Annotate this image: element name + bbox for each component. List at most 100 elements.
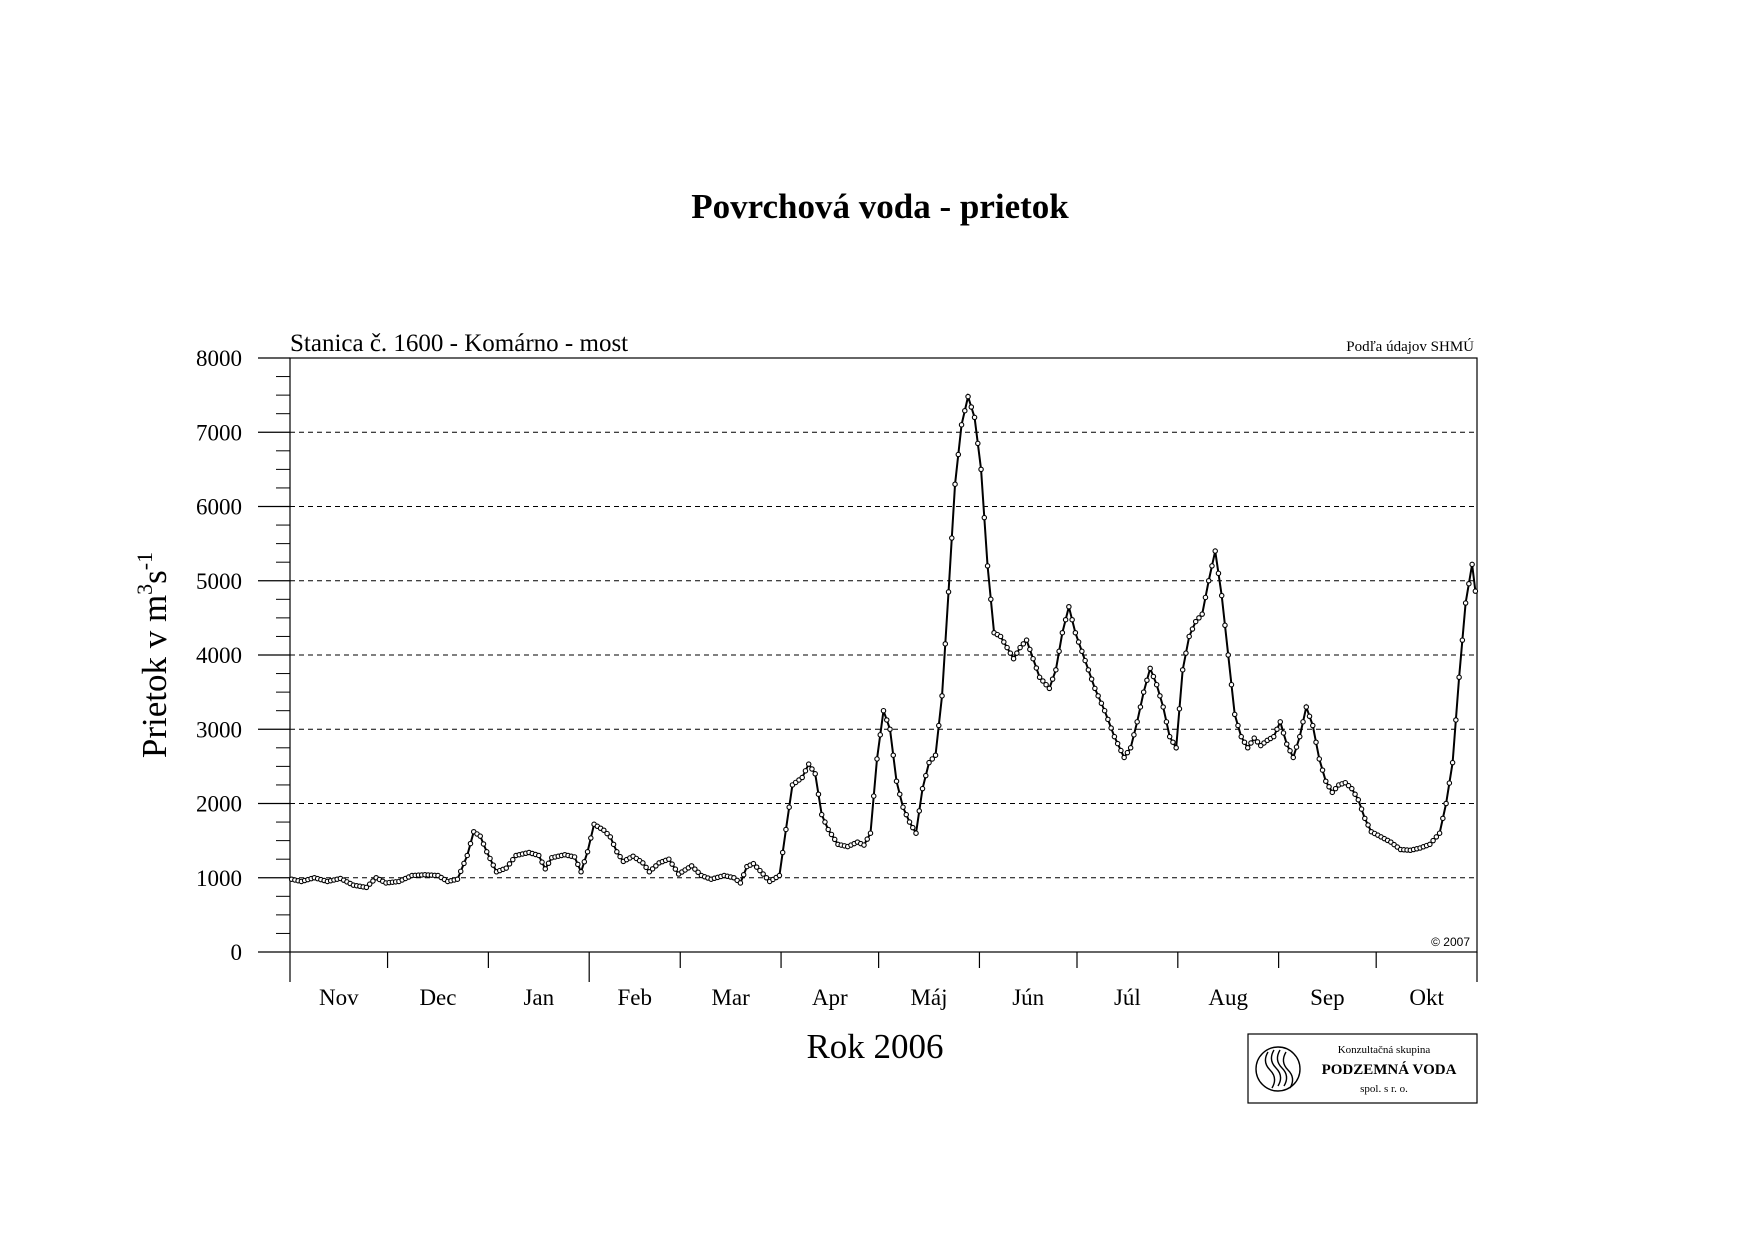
data-point: [1144, 677, 1150, 683]
x-tick-label: Aug: [1208, 985, 1248, 1010]
data-point: [1166, 733, 1173, 740]
data-point: [926, 759, 932, 766]
data-point: [457, 868, 464, 875]
data-point: [916, 808, 923, 814]
data-point: [919, 785, 926, 792]
y-axis-label-main: Prietok v m: [135, 595, 174, 758]
data-point: [1079, 648, 1085, 655]
data-point: [1114, 740, 1121, 747]
data-point: [1209, 563, 1215, 569]
data-point: [480, 841, 487, 847]
data-point: [1095, 693, 1101, 699]
data-point: [1362, 815, 1368, 822]
y-axis-label-mid: s: [135, 570, 174, 584]
data-point: [607, 834, 614, 840]
data-point: [1287, 748, 1293, 754]
data-point: [887, 726, 893, 732]
data-point: [1075, 639, 1082, 645]
data-point: [1046, 685, 1053, 692]
data-point: [571, 854, 578, 860]
data-point: [890, 752, 897, 758]
data-point: [1043, 681, 1049, 688]
data-point: [363, 884, 370, 891]
data-point: [1098, 700, 1105, 707]
data-point: [1284, 741, 1290, 747]
data-point: [464, 852, 470, 859]
y-tick-label: 2000: [196, 792, 242, 817]
data-point: [932, 752, 939, 758]
data-point: [604, 830, 610, 837]
data-point: [1433, 834, 1440, 840]
data-point: [975, 440, 981, 447]
data-point: [1449, 759, 1456, 766]
data-point: [1157, 693, 1163, 699]
data-point: [870, 793, 877, 799]
company-logo: Konzultačná skupina PODZEMNÁ VODA spol. …: [1247, 1033, 1478, 1104]
data-point: [692, 866, 698, 872]
series-line: [291, 392, 1477, 889]
data-point: [1092, 685, 1098, 692]
data-point: [1049, 676, 1056, 682]
data-point: [1297, 733, 1303, 740]
data-point: [1446, 780, 1453, 786]
y-tick-label: 3000: [196, 717, 242, 742]
data-point: [601, 827, 607, 833]
y-tick-label: 1000: [196, 866, 242, 891]
data-point: [968, 404, 975, 410]
data-point: [1183, 650, 1189, 656]
data-point: [1001, 639, 1007, 645]
logo-swirl-icon: [1255, 1046, 1301, 1092]
data-point: [1007, 650, 1014, 656]
data-point: [903, 811, 910, 818]
data-point: [971, 414, 978, 421]
data-point: [1238, 733, 1244, 740]
data-point: [978, 466, 984, 473]
data-point: [1163, 719, 1170, 725]
data-point: [1004, 644, 1010, 651]
logo-line3: spol. s r. o.: [1360, 1083, 1408, 1095]
y-axis-label-sup2: -1: [132, 552, 157, 570]
data-point: [1134, 719, 1140, 725]
data-point: [910, 824, 916, 831]
x-tick-label: Júl: [1114, 985, 1141, 1010]
data-point: [487, 855, 493, 862]
data-point: [1456, 674, 1462, 681]
data-point: [1453, 717, 1459, 723]
data-point: [1332, 785, 1339, 792]
data-point: [897, 791, 903, 797]
data-point: [1111, 733, 1118, 740]
data-point: [1033, 665, 1040, 671]
y-tick-label: 8000: [196, 346, 242, 371]
data-point: [1066, 603, 1072, 610]
data-point: [1085, 667, 1092, 673]
logo-line1: Konzultačná skupina: [1338, 1044, 1431, 1056]
data-point: [1105, 716, 1111, 723]
data-point: [1189, 626, 1196, 632]
data-point: [1153, 681, 1160, 688]
data-point: [666, 856, 672, 862]
data-point: [1196, 615, 1202, 621]
data-point: [1430, 837, 1436, 844]
data-point: [1053, 667, 1059, 673]
data-point: [818, 811, 825, 818]
data-point: [454, 876, 461, 882]
x-tick-label: Nov: [319, 985, 359, 1010]
data-point: [822, 819, 828, 825]
data-point: [828, 831, 835, 838]
y-axis-label: Prietok v m3s-1: [132, 552, 174, 758]
data-point: [1244, 745, 1251, 751]
data-point: [643, 864, 649, 871]
x-tick-label: Apr: [812, 985, 848, 1010]
data-point: [366, 881, 373, 887]
data-point: [1427, 841, 1433, 848]
data-point: [786, 804, 792, 810]
data-point: [740, 872, 747, 878]
y-tick-label: 7000: [196, 420, 242, 445]
data-point: [939, 693, 945, 699]
data-point: [672, 866, 679, 872]
data-point: [981, 514, 988, 521]
data-point: [1121, 754, 1127, 761]
data-point: [669, 861, 675, 867]
data-point: [1241, 739, 1248, 745]
